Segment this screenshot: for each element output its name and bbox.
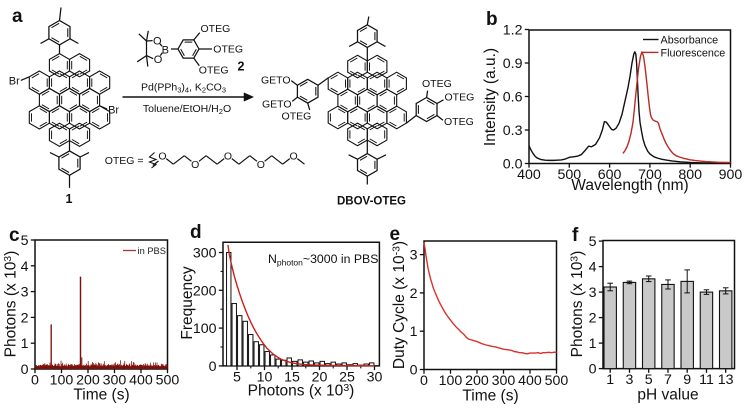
svg-text:3: 3 (589, 285, 597, 301)
svg-text:OTEG: OTEG (199, 65, 229, 77)
svg-text:Intensity (a.u.): Intensity (a.u.) (482, 48, 499, 146)
svg-text:30: 30 (367, 369, 383, 385)
svg-text:f: f (572, 225, 579, 246)
svg-text:Wavelength (nm): Wavelength (nm) (571, 177, 688, 194)
svg-text:400: 400 (518, 373, 542, 389)
svg-text:O: O (154, 54, 163, 66)
svg-text:100: 100 (439, 373, 463, 389)
svg-text:2: 2 (238, 60, 245, 74)
svg-text:0: 0 (209, 359, 217, 375)
svg-text:1: 1 (21, 336, 29, 352)
svg-text:in PBS: in PBS (138, 246, 166, 256)
svg-text:2: 2 (21, 310, 29, 326)
svg-text:pH value: pH value (637, 387, 698, 404)
svg-text:1: 1 (410, 324, 418, 340)
svg-text:4: 4 (21, 259, 29, 275)
svg-text:3: 3 (21, 285, 29, 301)
svg-text:OTEG: OTEG (444, 116, 474, 128)
svg-text:3: 3 (410, 248, 418, 264)
svg-text:5: 5 (233, 369, 241, 385)
svg-text:13: 13 (718, 372, 734, 388)
svg-text:d: d (190, 222, 202, 243)
svg-text:O: O (224, 151, 232, 163)
svg-text:OTEG: OTEG (201, 23, 231, 35)
svg-text:Fluorescence: Fluorescence (661, 47, 726, 59)
svg-text:0: 0 (410, 363, 418, 379)
svg-text:5: 5 (21, 233, 29, 249)
svg-text:Time (s): Time (s) (73, 387, 129, 404)
svg-text:a: a (12, 6, 23, 27)
svg-text:0: 0 (31, 373, 39, 389)
svg-text:1: 1 (66, 192, 73, 206)
svg-text:b: b (486, 9, 498, 30)
svg-text:Absorbance: Absorbance (661, 35, 719, 47)
svg-text:Frequency: Frequency (179, 266, 196, 339)
svg-text:OTEG: OTEG (213, 44, 243, 56)
svg-text:O: O (191, 159, 199, 171)
svg-text:2: 2 (589, 311, 597, 327)
svg-text:11: 11 (699, 372, 714, 388)
svg-text:Photons (x 103): Photons (x 103) (2, 251, 20, 358)
svg-text:Photons (x 103): Photons (x 103) (248, 382, 355, 400)
svg-text:5: 5 (589, 234, 597, 250)
svg-text:Time (s): Time (s) (462, 388, 518, 405)
svg-text:Pd(PPh3)4, K2CO3: Pd(PPh3)4, K2CO3 (141, 82, 226, 95)
svg-text:1: 1 (606, 372, 614, 388)
svg-text:DBOV-OTEG: DBOV-OTEG (337, 196, 406, 208)
svg-text:Photons (x 103): Photons (x 103) (569, 251, 587, 358)
svg-text:500: 500 (545, 373, 569, 389)
svg-text:0: 0 (21, 362, 29, 378)
svg-text:500: 500 (156, 373, 180, 389)
svg-text:200: 200 (193, 283, 217, 299)
svg-text:300: 300 (193, 246, 217, 262)
svg-text:GETO: GETO (261, 75, 291, 87)
svg-text:1.2: 1.2 (503, 23, 523, 39)
svg-text:0: 0 (420, 373, 428, 389)
svg-text:0: 0 (589, 362, 597, 378)
svg-text:OTEG: OTEG (282, 110, 312, 122)
svg-text:3: 3 (626, 372, 634, 388)
svg-text:0.0: 0.0 (503, 157, 523, 173)
svg-text:1: 1 (589, 336, 597, 352)
svg-text:O: O (257, 159, 265, 171)
svg-text:100: 100 (193, 321, 217, 337)
svg-text:OTEG: OTEG (445, 91, 475, 103)
svg-text:Br: Br (108, 104, 119, 116)
svg-text:900: 900 (719, 167, 743, 183)
svg-text:OTEG: OTEG (422, 78, 452, 90)
svg-text:0.6: 0.6 (503, 90, 523, 106)
svg-text:O: O (158, 151, 166, 163)
svg-text:0.3: 0.3 (503, 123, 523, 139)
svg-text:GETO: GETO (262, 99, 292, 111)
svg-text:B: B (162, 45, 169, 57)
svg-text:100: 100 (50, 373, 74, 389)
svg-text:c: c (9, 225, 20, 246)
svg-text:400: 400 (129, 373, 153, 389)
svg-text:0.9: 0.9 (503, 56, 523, 72)
svg-text:Duty Cycle (x 10-3): Duty Cycle (x 10-3) (391, 241, 409, 369)
svg-text:Toluene/EtOH/H2O: Toluene/EtOH/H2O (143, 103, 231, 116)
svg-text:O: O (290, 151, 298, 163)
svg-text:OTEG =: OTEG = (105, 155, 144, 167)
svg-text:2: 2 (410, 286, 418, 302)
svg-text:Br: Br (9, 76, 20, 88)
svg-text:4: 4 (589, 260, 597, 276)
